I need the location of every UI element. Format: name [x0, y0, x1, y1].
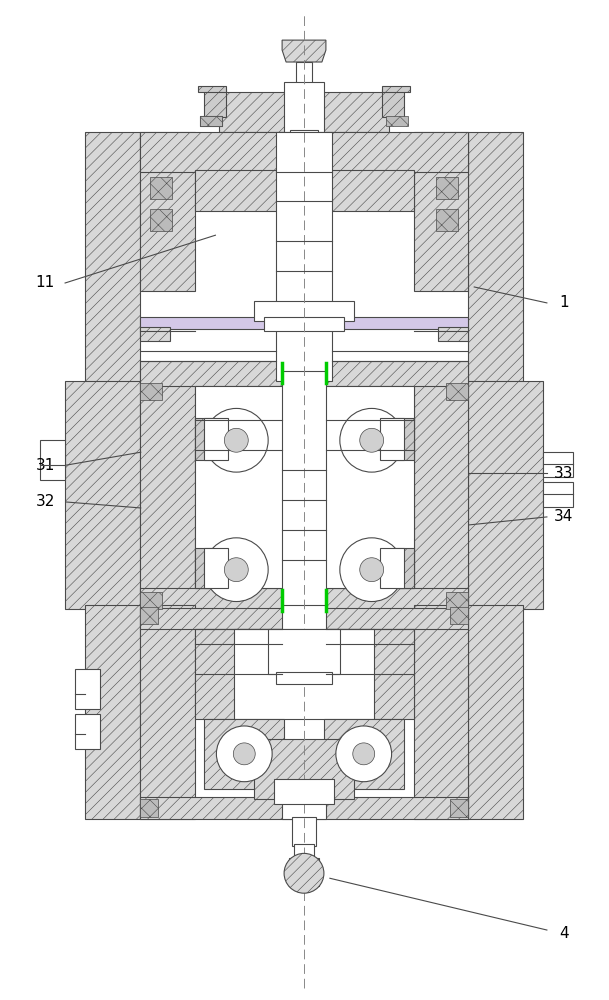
- Text: 34: 34: [554, 509, 574, 524]
- Bar: [139, 588, 468, 609]
- Bar: [139, 799, 158, 817]
- Bar: [543, 482, 573, 507]
- Bar: [276, 672, 332, 684]
- Bar: [200, 116, 222, 126]
- Bar: [139, 605, 194, 819]
- Polygon shape: [200, 116, 222, 126]
- Bar: [205, 418, 228, 460]
- Bar: [543, 452, 573, 477]
- Bar: [139, 592, 161, 609]
- Bar: [254, 739, 354, 799]
- Bar: [379, 418, 404, 460]
- Bar: [40, 440, 65, 480]
- Bar: [292, 817, 316, 846]
- Bar: [139, 607, 158, 624]
- Bar: [414, 132, 468, 291]
- Bar: [468, 132, 523, 386]
- Bar: [446, 383, 468, 400]
- Bar: [446, 592, 468, 609]
- Bar: [75, 714, 100, 749]
- Text: 31: 31: [35, 458, 55, 473]
- Bar: [194, 548, 238, 588]
- Circle shape: [360, 558, 384, 582]
- Text: 11: 11: [35, 275, 55, 290]
- Bar: [65, 381, 139, 609]
- Bar: [382, 89, 404, 117]
- Bar: [139, 317, 276, 329]
- Bar: [264, 317, 344, 331]
- Circle shape: [233, 743, 255, 765]
- Circle shape: [360, 428, 384, 452]
- Circle shape: [205, 538, 268, 602]
- Bar: [205, 89, 227, 117]
- Bar: [139, 608, 468, 629]
- Bar: [282, 371, 326, 609]
- Bar: [150, 177, 172, 199]
- Bar: [139, 797, 468, 819]
- Bar: [450, 607, 468, 624]
- Bar: [414, 605, 468, 819]
- Bar: [468, 381, 543, 609]
- Bar: [370, 418, 414, 460]
- Polygon shape: [199, 86, 227, 92]
- Bar: [385, 116, 407, 126]
- Bar: [139, 361, 468, 386]
- Bar: [150, 209, 172, 231]
- Circle shape: [224, 428, 248, 452]
- Bar: [85, 605, 139, 819]
- Bar: [139, 132, 468, 172]
- Bar: [139, 381, 194, 609]
- Bar: [414, 381, 468, 609]
- Bar: [274, 779, 334, 804]
- Circle shape: [205, 408, 268, 472]
- Bar: [194, 386, 414, 588]
- Bar: [284, 82, 324, 132]
- Bar: [468, 605, 523, 819]
- Bar: [294, 844, 314, 856]
- Circle shape: [284, 853, 324, 893]
- Bar: [296, 62, 312, 92]
- Bar: [379, 548, 404, 588]
- Circle shape: [340, 408, 404, 472]
- Bar: [324, 719, 404, 789]
- Circle shape: [216, 726, 272, 782]
- Bar: [234, 629, 374, 719]
- Circle shape: [224, 558, 248, 582]
- Bar: [290, 130, 318, 140]
- Text: 33: 33: [554, 466, 574, 481]
- Text: 1: 1: [559, 295, 569, 310]
- Bar: [282, 605, 326, 819]
- Bar: [450, 799, 468, 817]
- Bar: [437, 177, 459, 199]
- Bar: [437, 209, 459, 231]
- Text: 32: 32: [35, 494, 55, 509]
- Bar: [286, 89, 322, 97]
- Bar: [332, 317, 468, 329]
- Text: 4: 4: [559, 926, 569, 941]
- Bar: [194, 418, 238, 460]
- Bar: [205, 719, 284, 789]
- Bar: [276, 132, 332, 381]
- Bar: [268, 629, 340, 674]
- Bar: [219, 92, 389, 132]
- Bar: [85, 132, 139, 386]
- Bar: [438, 327, 468, 341]
- Bar: [194, 629, 414, 719]
- Bar: [254, 301, 354, 321]
- Bar: [205, 548, 228, 588]
- Bar: [139, 327, 170, 341]
- Bar: [370, 548, 414, 588]
- Circle shape: [336, 726, 392, 782]
- Bar: [139, 132, 194, 291]
- Bar: [75, 669, 100, 709]
- Circle shape: [353, 743, 375, 765]
- Polygon shape: [282, 40, 326, 62]
- Bar: [194, 170, 414, 211]
- Bar: [139, 383, 161, 400]
- Circle shape: [340, 538, 404, 602]
- Polygon shape: [289, 858, 319, 886]
- Polygon shape: [382, 86, 409, 92]
